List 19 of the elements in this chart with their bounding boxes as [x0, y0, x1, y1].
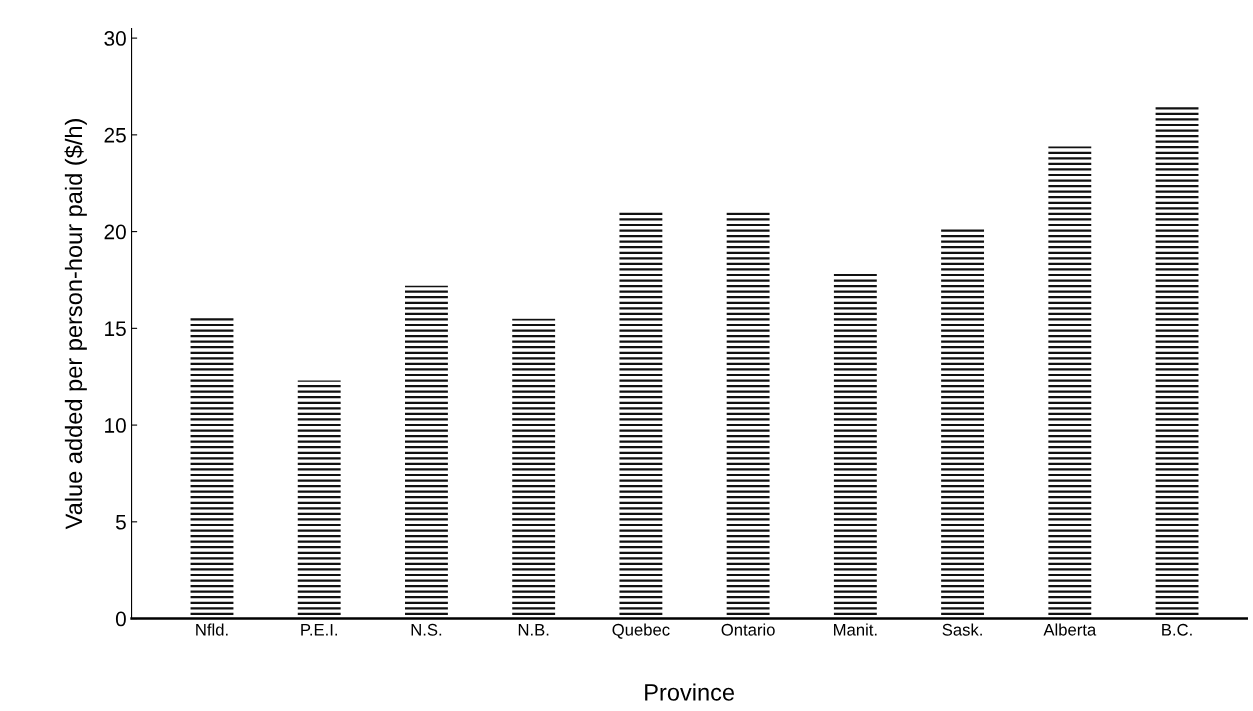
y-tick-label: 0	[115, 611, 126, 627]
x-tick-label: B.C.	[1162, 623, 1192, 636]
y-tick-label: 20	[104, 224, 126, 240]
x-tick-label: Quebec	[612, 623, 670, 639]
x-tick-label: Ontario	[721, 623, 775, 636]
x-tick-label: Nfld.	[196, 623, 228, 636]
y-tick-label: 5	[115, 515, 126, 530]
x-tick-label: N.S.	[411, 623, 442, 636]
y-tick-label: 25	[104, 127, 126, 143]
x-tick-label: Alberta	[1043, 623, 1097, 636]
x-tick-label: P.E.I.	[301, 624, 337, 636]
x-tick-label: Sask.	[942, 623, 982, 636]
y-axis-title: Value added per person-hour paid ($/h)	[64, 119, 87, 530]
y-tick-label: 15	[105, 321, 126, 337]
x-tick-label: Manit.	[834, 623, 877, 636]
y-tick-label: 30	[104, 31, 126, 46]
y-tick-label: 10	[105, 418, 126, 433]
x-axis-title: Province	[645, 683, 735, 701]
x-tick-label: N.B.	[518, 624, 549, 636]
